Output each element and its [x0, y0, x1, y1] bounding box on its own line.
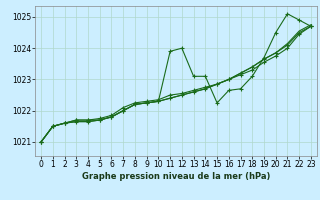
X-axis label: Graphe pression niveau de la mer (hPa): Graphe pression niveau de la mer (hPa): [82, 172, 270, 181]
